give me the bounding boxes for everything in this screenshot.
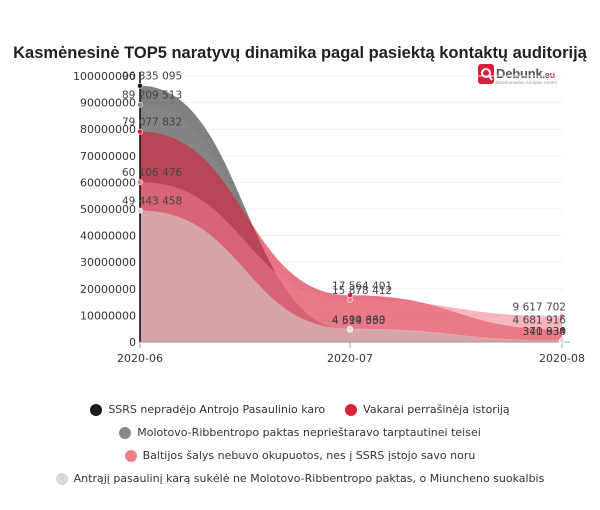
y-axis-tick-labels: 0 10000000 20000000 30000000 40000000 5000000… — [73, 70, 136, 349]
debunk-logo-tagline: Disinformation Analysis Center — [496, 80, 558, 85]
data-point-series-4[interactable] — [347, 325, 353, 332]
legend-label: SSRS nepradėjo Antrojo Pasaulinio karo — [108, 403, 326, 416]
data-label-series-2: 4 699 660 — [332, 314, 385, 326]
y-tick-label: 100000000 — [73, 70, 136, 83]
data-label-series-0: 4 514 333 — [332, 315, 385, 327]
data-label-series-2: 89 209 513 — [122, 90, 182, 102]
data-label-series-2: 341 934 — [523, 326, 567, 338]
y-tick-label: 10000000 — [80, 309, 136, 322]
data-point-series-4[interactable] — [559, 337, 565, 344]
legend-label: Vakarai perrašinėja istoriją — [363, 403, 510, 416]
x-tick-label: 2020-06 — [117, 352, 163, 365]
data-point-series-0[interactable] — [137, 82, 143, 89]
legend-marker — [90, 403, 103, 416]
legend-row: Baltijos šalys nebuvo okupuotos, nes į S… — [0, 444, 600, 467]
chart-title: Kasmėnesinė TOP5 naratyvų dinamika pagal… — [13, 44, 587, 62]
chart-areas — [140, 85, 562, 342]
data-point-series-3[interactable] — [347, 296, 353, 303]
data-label-series-1: 4 681 916 — [513, 315, 567, 327]
debunk-logo-word: Debunk.eu — [496, 66, 555, 81]
legend-marker — [55, 472, 68, 485]
data-label-series-0: 96 335 095 — [122, 71, 182, 83]
area-series-4 — [140, 210, 562, 342]
legend-item-series-3[interactable]: Baltijos šalys nebuvo okupuotos, nes į S… — [124, 449, 476, 462]
data-label-series-3: 15 878 412 — [332, 285, 392, 297]
legend-marker — [124, 449, 137, 462]
y-tick-label: 90000000 — [80, 97, 136, 110]
y-tick-label: 40000000 — [80, 230, 136, 243]
data-point-series-4[interactable] — [137, 207, 143, 214]
y-tick-label: 60000000 — [80, 176, 136, 189]
legend-item-series-4[interactable]: Antrąjį pasaulinį karą sukėlė ne Molotov… — [55, 472, 545, 485]
data-label-series-3: 60 106 476 — [122, 167, 182, 179]
legend-item-series-2[interactable]: Molotovo-Ribbentropo paktas neprieštarav… — [119, 426, 481, 439]
area-chart: 96 335 095 4 514 333 370 830 79 077 832 17 5… — [73, 70, 585, 365]
legend-label: Baltijos šalys nebuvo okupuotos, nes į S… — [142, 449, 476, 462]
legend-row: Molotovo-Ribbentropo paktas neprieštarav… — [0, 421, 600, 444]
data-label-series-4: 49 443 458 — [122, 195, 182, 207]
y-tick-label: 70000000 — [80, 150, 136, 163]
legend-marker — [345, 403, 358, 416]
y-tick-label: 0 — [129, 336, 136, 349]
legend-label: Antrąjį pasaulinį karą sukėlė ne Molotov… — [73, 472, 545, 485]
data-label-series-3: 9 617 702 — [513, 301, 566, 313]
legend-item-series-0[interactable]: SSRS nepradėjo Antrojo Pasaulinio karo — [90, 403, 325, 416]
x-axis-tick-labels: 2020-06 2020-07 2020-08 — [117, 352, 585, 365]
data-point-series-3[interactable] — [137, 179, 143, 186]
y-tick-label: 20000000 — [80, 283, 136, 296]
data-point-series-1[interactable] — [137, 128, 143, 135]
chart-axes — [139, 72, 570, 348]
data-point-series-2[interactable] — [137, 101, 143, 108]
data-label-series-0: 370 830 — [523, 326, 566, 338]
legend-row: Antrąjį pasaulinį karą sukėlė ne Molotov… — [0, 467, 600, 490]
legend-marker — [119, 426, 132, 439]
chart-data-labels: 96 335 095 4 514 333 370 830 79 077 832 17 5… — [122, 71, 566, 338]
data-point-series-1[interactable] — [559, 326, 565, 333]
legend-row: SSRS nepradėjo Antrojo Pasaulinio karo V… — [0, 398, 600, 421]
data-label-series-1: 79 077 832 — [122, 117, 182, 129]
x-tick-label: 2020-08 — [539, 352, 585, 365]
x-tick-label: 2020-07 — [327, 352, 373, 365]
chart-points — [137, 82, 565, 344]
data-point-series-3[interactable] — [559, 313, 565, 320]
y-tick-label: 50000000 — [80, 203, 136, 216]
chart-legend: SSRS nepradėjo Antrojo Pasaulinio karo V… — [0, 398, 600, 490]
legend-label: Molotovo-Ribbentropo paktas neprieštarav… — [137, 426, 481, 439]
y-tick-label: 80000000 — [80, 123, 136, 136]
debunk-logo[interactable]: Debunk.eu Disinformation Analysis Center — [478, 64, 558, 92]
y-tick-label: 30000000 — [80, 256, 136, 269]
data-label-series-1: 17 564 401 — [332, 280, 392, 292]
legend-item-series-1[interactable]: Vakarai perrašinėja istoriją — [345, 403, 510, 416]
debunk-logo-icon — [478, 64, 494, 84]
